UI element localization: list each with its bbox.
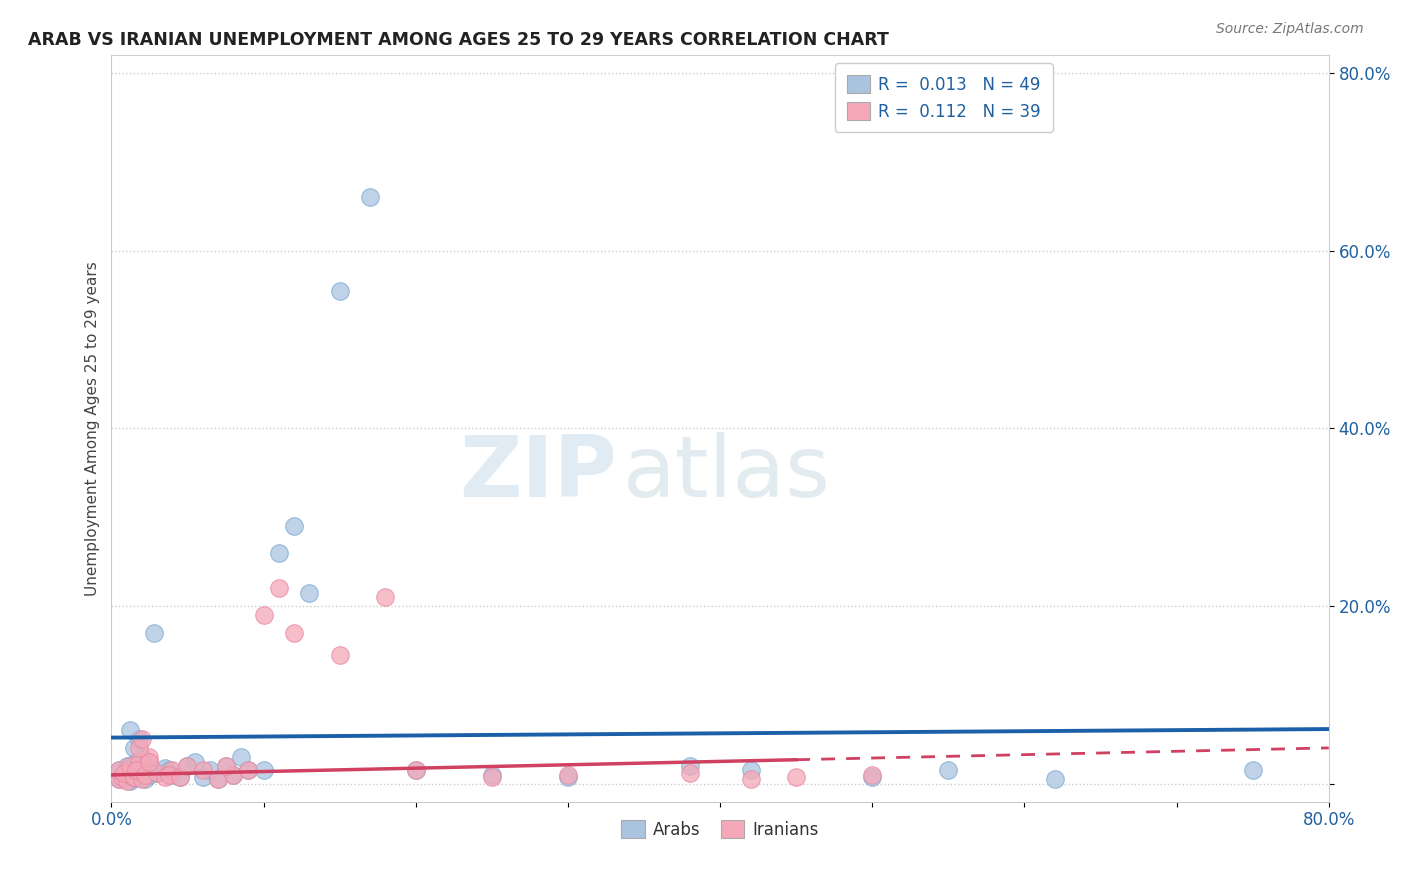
Point	[138, 750, 160, 764]
Point	[118, 768, 141, 782]
Point	[128, 732, 150, 747]
Point	[222, 768, 245, 782]
Point	[131, 770, 153, 784]
Point	[298, 586, 321, 600]
Point	[740, 772, 762, 787]
Point	[128, 755, 150, 769]
Point	[131, 750, 153, 764]
Point	[115, 770, 138, 784]
Y-axis label: Unemployment Among Ages 25 to 29 years: Unemployment Among Ages 25 to 29 years	[86, 261, 100, 596]
Point	[134, 768, 156, 782]
Point	[146, 766, 169, 780]
Point	[122, 771, 145, 785]
Point	[122, 741, 145, 756]
Point	[108, 764, 131, 778]
Point	[938, 764, 960, 778]
Point	[143, 625, 166, 640]
Point	[118, 774, 141, 789]
Point	[374, 590, 396, 604]
Point	[860, 768, 883, 782]
Point	[1241, 764, 1264, 778]
Text: ZIP: ZIP	[458, 432, 617, 515]
Point	[108, 772, 131, 787]
Point	[405, 764, 427, 778]
Point	[115, 774, 138, 789]
Point	[131, 772, 153, 787]
Point	[214, 759, 236, 773]
Point	[169, 770, 191, 784]
Point	[557, 768, 579, 782]
Point	[153, 770, 176, 784]
Point	[740, 764, 762, 778]
Point	[111, 770, 134, 784]
Point	[200, 764, 222, 778]
Point	[184, 755, 207, 769]
Text: ARAB VS IRANIAN UNEMPLOYMENT AMONG AGES 25 TO 29 YEARS CORRELATION CHART: ARAB VS IRANIAN UNEMPLOYMENT AMONG AGES …	[28, 31, 889, 49]
Point	[329, 648, 352, 662]
Point	[679, 766, 702, 780]
Point	[157, 764, 180, 778]
Point	[191, 764, 214, 778]
Point	[557, 770, 579, 784]
Point	[176, 759, 198, 773]
Point	[359, 190, 381, 204]
Point	[118, 759, 141, 773]
Point	[481, 768, 503, 782]
Point	[785, 770, 807, 784]
Point	[162, 764, 184, 778]
Point	[118, 723, 141, 738]
Text: atlas: atlas	[623, 432, 831, 515]
Point	[1043, 772, 1066, 787]
Point	[283, 625, 305, 640]
Point	[112, 766, 135, 780]
Point	[138, 768, 160, 782]
Point	[108, 764, 131, 778]
Point	[162, 768, 184, 782]
Point	[679, 759, 702, 773]
Point	[207, 772, 229, 787]
Point	[128, 741, 150, 756]
Point	[860, 770, 883, 784]
Point	[238, 764, 260, 778]
Point	[229, 750, 252, 764]
Point	[112, 766, 135, 780]
Point	[176, 759, 198, 773]
Point	[267, 582, 290, 596]
Point	[267, 546, 290, 560]
Point	[120, 761, 142, 775]
Legend: Arabs, Iranians: Arabs, Iranians	[614, 814, 825, 846]
Point	[283, 519, 305, 533]
Point	[169, 770, 191, 784]
Point	[214, 759, 236, 773]
Point	[191, 770, 214, 784]
Point	[153, 761, 176, 775]
Point	[252, 607, 274, 622]
Point	[238, 764, 260, 778]
Point	[252, 764, 274, 778]
Point	[405, 764, 427, 778]
Point	[112, 768, 135, 782]
Point	[131, 732, 153, 747]
Point	[481, 770, 503, 784]
Point	[128, 764, 150, 778]
Point	[146, 766, 169, 780]
Point	[122, 770, 145, 784]
Point	[125, 755, 148, 769]
Point	[134, 772, 156, 787]
Point	[138, 755, 160, 769]
Point	[222, 768, 245, 782]
Point	[157, 768, 180, 782]
Point	[207, 772, 229, 787]
Point	[138, 755, 160, 769]
Text: Source: ZipAtlas.com: Source: ZipAtlas.com	[1216, 22, 1364, 37]
Point	[329, 284, 352, 298]
Point	[115, 759, 138, 773]
Point	[125, 764, 148, 778]
Point	[108, 772, 131, 787]
